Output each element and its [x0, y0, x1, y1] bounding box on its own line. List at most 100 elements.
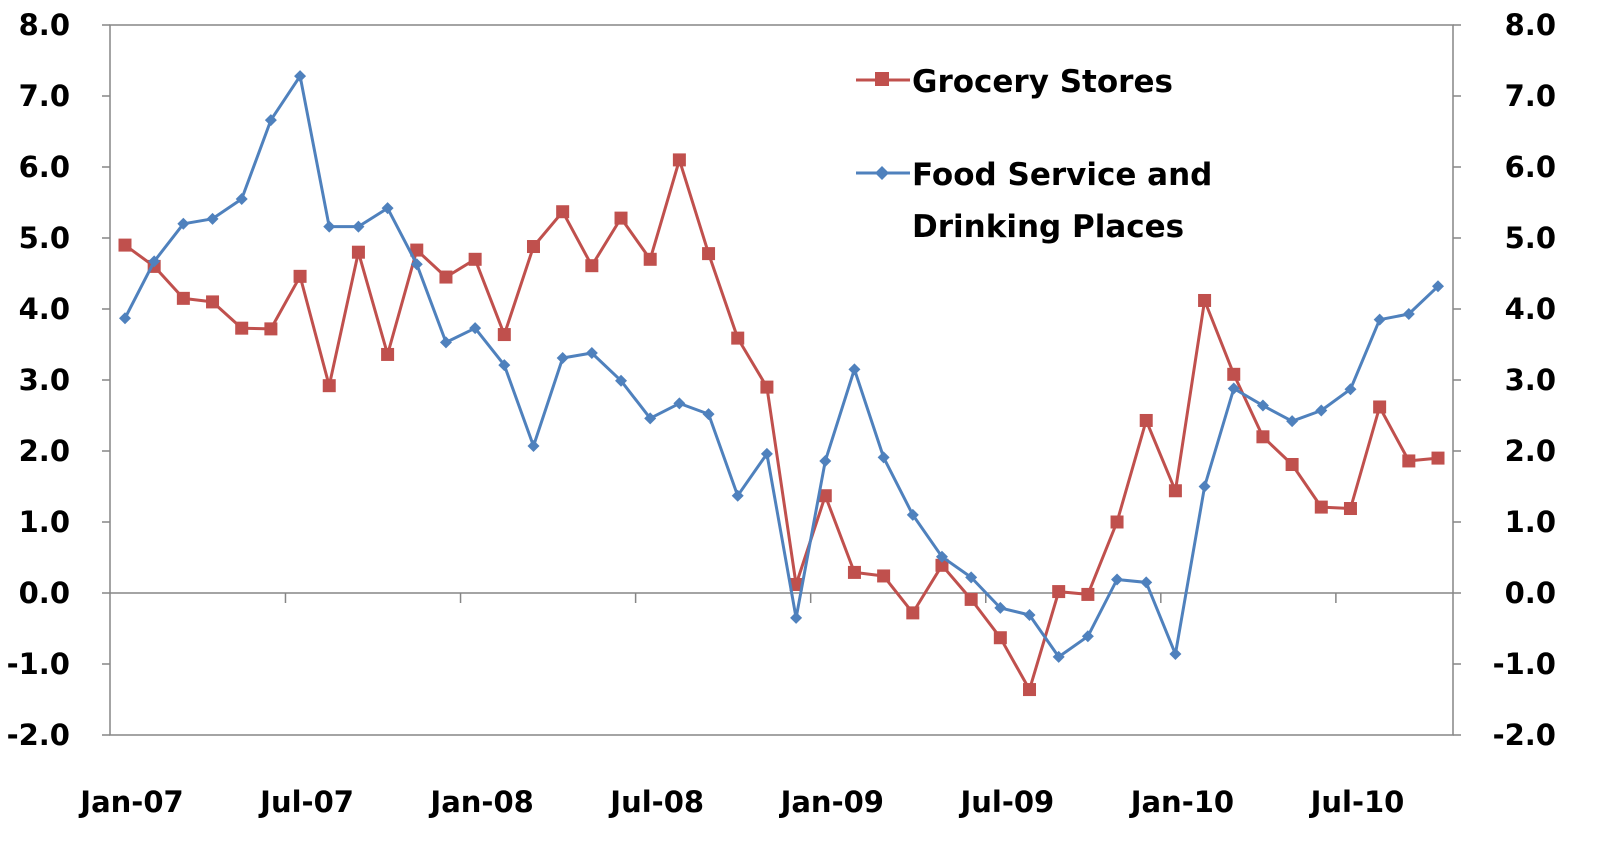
data-point — [847, 565, 861, 579]
data-point — [585, 347, 598, 360]
y-tick-label-left: 7.0 — [19, 79, 70, 113]
data-point — [965, 571, 978, 584]
data-point — [119, 312, 131, 325]
data-point — [1168, 484, 1182, 498]
data-point — [1373, 400, 1387, 414]
data-point — [206, 295, 220, 309]
data-point — [1227, 382, 1240, 395]
data-point — [498, 359, 511, 372]
y-tick-label-right: -1.0 — [1493, 647, 1556, 681]
data-point — [264, 114, 277, 127]
data-point — [118, 238, 132, 252]
data-point — [935, 558, 949, 572]
data-point — [469, 322, 482, 335]
data-point — [410, 258, 423, 271]
data-point — [322, 379, 336, 393]
data-point — [702, 408, 715, 421]
data-point — [293, 269, 307, 283]
y-tick-label-right: 6.0 — [1505, 150, 1556, 184]
data-point — [1432, 280, 1444, 293]
legend-food-service-label-line-1: Food Service and — [912, 157, 1212, 193]
y-tick-label-left: 6.0 — [19, 150, 70, 184]
y-tick-label-left: 5.0 — [19, 221, 70, 255]
data-point — [760, 447, 773, 460]
data-point — [672, 153, 686, 167]
data-point — [1373, 313, 1386, 326]
data-point — [644, 412, 657, 425]
data-point — [1315, 404, 1328, 417]
data-point — [1052, 650, 1065, 663]
data-point — [468, 252, 482, 266]
y-tick-label-left: 8.0 — [19, 8, 70, 42]
y-tick-label-left: 3.0 — [19, 363, 70, 397]
data-point — [906, 508, 919, 521]
data-point — [527, 440, 540, 453]
data-point — [1081, 587, 1095, 601]
data-point — [1285, 457, 1299, 471]
series-grocery — [118, 153, 1445, 697]
data-point — [1314, 500, 1328, 514]
y-tick-label-left: 2.0 — [19, 434, 70, 468]
x-tick-label: Jul-10 — [1309, 785, 1405, 819]
data-point — [673, 397, 686, 410]
data-point — [352, 220, 365, 233]
x-tick-label: Jan-09 — [779, 785, 884, 819]
data-point — [877, 569, 891, 583]
data-point — [1431, 451, 1445, 465]
y-tick-label-right: 4.0 — [1505, 292, 1556, 326]
x-tick-label: Jul-08 — [608, 785, 704, 819]
data-point — [848, 363, 861, 376]
data-point — [818, 489, 832, 503]
y-tick-label-right: 8.0 — [1505, 8, 1556, 42]
data-point — [993, 631, 1007, 645]
legend-food-service-marker — [875, 166, 889, 180]
data-point — [585, 259, 599, 273]
data-point — [497, 328, 511, 342]
x-tick-label: Jul-07 — [258, 785, 354, 819]
data-point — [1227, 367, 1241, 381]
y-tick-label-right: 1.0 — [1505, 505, 1556, 539]
data-point — [702, 247, 716, 261]
y-tick-label-right: 2.0 — [1505, 434, 1556, 468]
y-tick-label-left: -1.0 — [7, 647, 70, 681]
data-point — [615, 374, 628, 387]
data-point — [556, 205, 570, 219]
data-point — [1169, 648, 1182, 661]
y-tick-label-left: 4.0 — [19, 292, 70, 326]
x-tick-label: Jan-08 — [428, 785, 533, 819]
data-point — [264, 322, 278, 336]
data-point — [1286, 415, 1299, 428]
y-tick-label-left: 0.0 — [19, 576, 70, 610]
legend-food-service-label-line-2: Drinking Places — [912, 209, 1184, 245]
x-tick-label: Jan-07 — [78, 785, 183, 819]
y-tick-label-right: 5.0 — [1505, 221, 1556, 255]
y-tick-label-right: 7.0 — [1505, 79, 1556, 113]
data-point — [789, 577, 803, 591]
data-point — [176, 291, 190, 305]
x-tick-label: Jan-10 — [1129, 785, 1234, 819]
series-line — [124, 158, 1439, 692]
y-tick-label-left: -2.0 — [7, 718, 70, 752]
x-tick-label: Jul-09 — [958, 785, 1054, 819]
data-point — [1256, 399, 1269, 412]
data-point — [177, 217, 190, 230]
data-point — [1344, 383, 1357, 396]
data-point — [1198, 293, 1212, 307]
series-line — [123, 74, 1440, 659]
legend: Grocery Stores Food Service and Drinking… — [856, 64, 1212, 245]
y-tick-label-right: 0.0 — [1505, 576, 1556, 610]
data-point — [323, 220, 336, 233]
data-point — [643, 252, 657, 266]
y-axis-left: -2.0 -1.0 0.0 1.0 2.0 3.0 4.0 5.0 6.0 7.0 8.0 — [7, 8, 110, 752]
data-point — [760, 380, 774, 394]
data-point — [1343, 502, 1357, 516]
data-point — [439, 336, 452, 349]
data-point — [994, 601, 1007, 614]
series-food-service — [119, 70, 1444, 663]
legend-grocery-label: Grocery Stores — [912, 64, 1173, 100]
data-point — [877, 451, 890, 464]
legend-grocery-marker — [875, 72, 889, 86]
data-point — [148, 255, 161, 268]
data-point — [1402, 307, 1415, 320]
